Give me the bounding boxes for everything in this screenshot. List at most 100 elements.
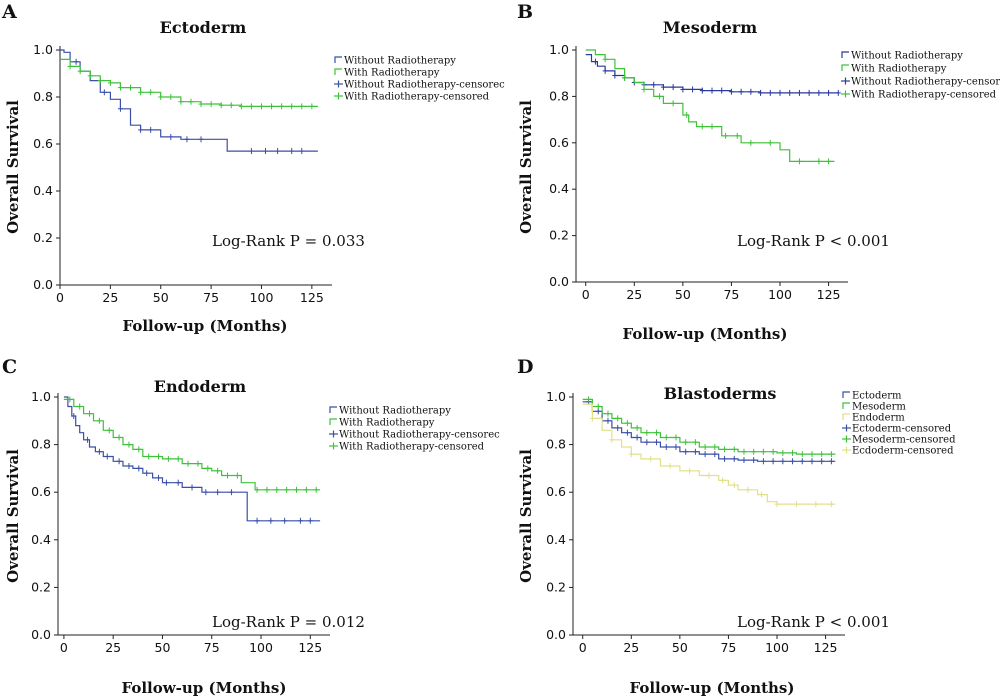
censor-mark [816,158,822,165]
panel-letter: C [2,356,17,378]
panel-letter: B [517,1,533,23]
legend-label: Without Radiotherapy [344,56,456,67]
y-tick-label: 0.0 [33,277,53,292]
censor-mark [806,89,812,96]
y-tick-label: 0.6 [31,484,51,499]
legend-entry: With Radiotherapy [841,64,947,75]
censor-mark [77,403,83,410]
censor-mark [787,89,793,96]
censor-mark [663,443,669,450]
censor-mark [215,489,221,496]
censor-mark [218,102,224,109]
plot-area [582,396,836,508]
x-tick-label: 100 [768,287,792,302]
censor-mark [225,472,231,479]
x-tick-label: 75 [723,287,739,302]
y-axis-label: Overall Survival [4,100,22,234]
x-tick-label: 25 [102,290,118,305]
censor-mark [780,458,786,465]
censor-mark [205,465,211,472]
x-tick-label: 125 [298,640,322,655]
censor-mark [615,424,621,431]
censor-mark [148,126,154,133]
y-tick-label: 0.8 [31,437,51,452]
censor-mark [699,87,705,94]
x-tick-label: 50 [675,287,691,302]
y-tick-label: 0.6 [546,484,566,499]
censor-mark [826,158,832,165]
censor-mark [268,517,274,524]
censor-mark [107,79,113,86]
censor-mark [85,436,91,443]
censor-mark [275,148,281,155]
legend-label: Without Radiotherapy-censorec [344,80,505,91]
censor-mark [592,58,598,65]
censor-mark [670,84,676,91]
x-tick-label: 0 [582,287,590,302]
legend-label: Without Radiotherapy [851,51,963,62]
censor-mark [624,420,630,427]
legend-entry: With Radiotherapy-censored [841,90,997,101]
censor-mark [641,86,647,93]
censor-mark [87,72,93,79]
x-tick-label: 0 [579,640,587,655]
censor-mark [748,88,754,95]
censor-mark [589,415,595,422]
panel-title: Ectoderm [160,18,247,37]
legend-label: Ectoderm [852,391,902,402]
censor-mark [644,429,650,436]
legend-label: Without Radiotherapy-censorec [851,77,1000,88]
censor-mark [793,501,799,508]
y-tick-label: 1.0 [549,42,569,57]
censor-mark [77,68,83,75]
plot-area [60,49,318,155]
censor-mark [683,439,689,446]
censor-mark [303,486,309,493]
log-rank-annotation: Log-Rank P < 0.001 [737,232,890,250]
censor-mark [163,479,169,486]
censor-mark [720,477,726,484]
legend-entry: Without Radiotherapy [334,56,456,67]
censor-mark [828,458,834,465]
legend-label: With Radiotherapy [851,64,947,75]
censor-mark [609,436,615,443]
censor-mark [605,410,611,417]
censor-mark [313,486,319,493]
legend-entry: With Radiotherapy [334,68,440,79]
panel-c: C Endoderm Log-Rank P = 0.012 Follow-up … [2,356,500,697]
log-rank-annotation: Log-Rank P < 0.001 [737,613,890,631]
censor-mark [612,72,618,79]
censor-mark [96,448,102,455]
legend-entry: With Radiotherapy-censored [329,442,485,453]
legend-swatch [334,68,342,75]
legend-label: With Radiotherapy-censored [339,442,485,453]
censor-mark [279,103,285,110]
y-tick-label: 1.0 [31,389,51,404]
y-tick-label: 0.4 [31,532,51,547]
censor-mark [673,443,679,450]
censor-mark [136,446,142,453]
legend-entry: Ectoderm-censored [842,424,952,435]
censor-mark [687,467,693,474]
censor-mark [168,94,174,100]
censor-mark [215,467,221,474]
legend-entry: Ecdoderm-censored [842,446,954,457]
x-tick-label: 75 [204,640,220,655]
y-tick-label: 1.0 [546,389,566,404]
ticks: 0 25 50 75 100 125 0.0 0.2 0.4 0.6 0.8 1.0 [31,389,330,655]
censor-mark [126,441,132,448]
censor-mark [709,123,715,130]
censor-mark [148,89,154,96]
censor-mark [809,458,815,465]
censor-mark [144,470,150,477]
censor-mark [828,501,834,508]
censor-mark [751,448,757,455]
y-tick-label: 0.6 [33,136,53,151]
censor-mark [254,517,260,524]
censor-mark [293,486,299,493]
censor-mark [269,103,275,110]
censor-mark [684,111,690,118]
survival-curve [582,398,836,455]
censor-mark [307,517,313,524]
censor-mark [104,453,110,460]
